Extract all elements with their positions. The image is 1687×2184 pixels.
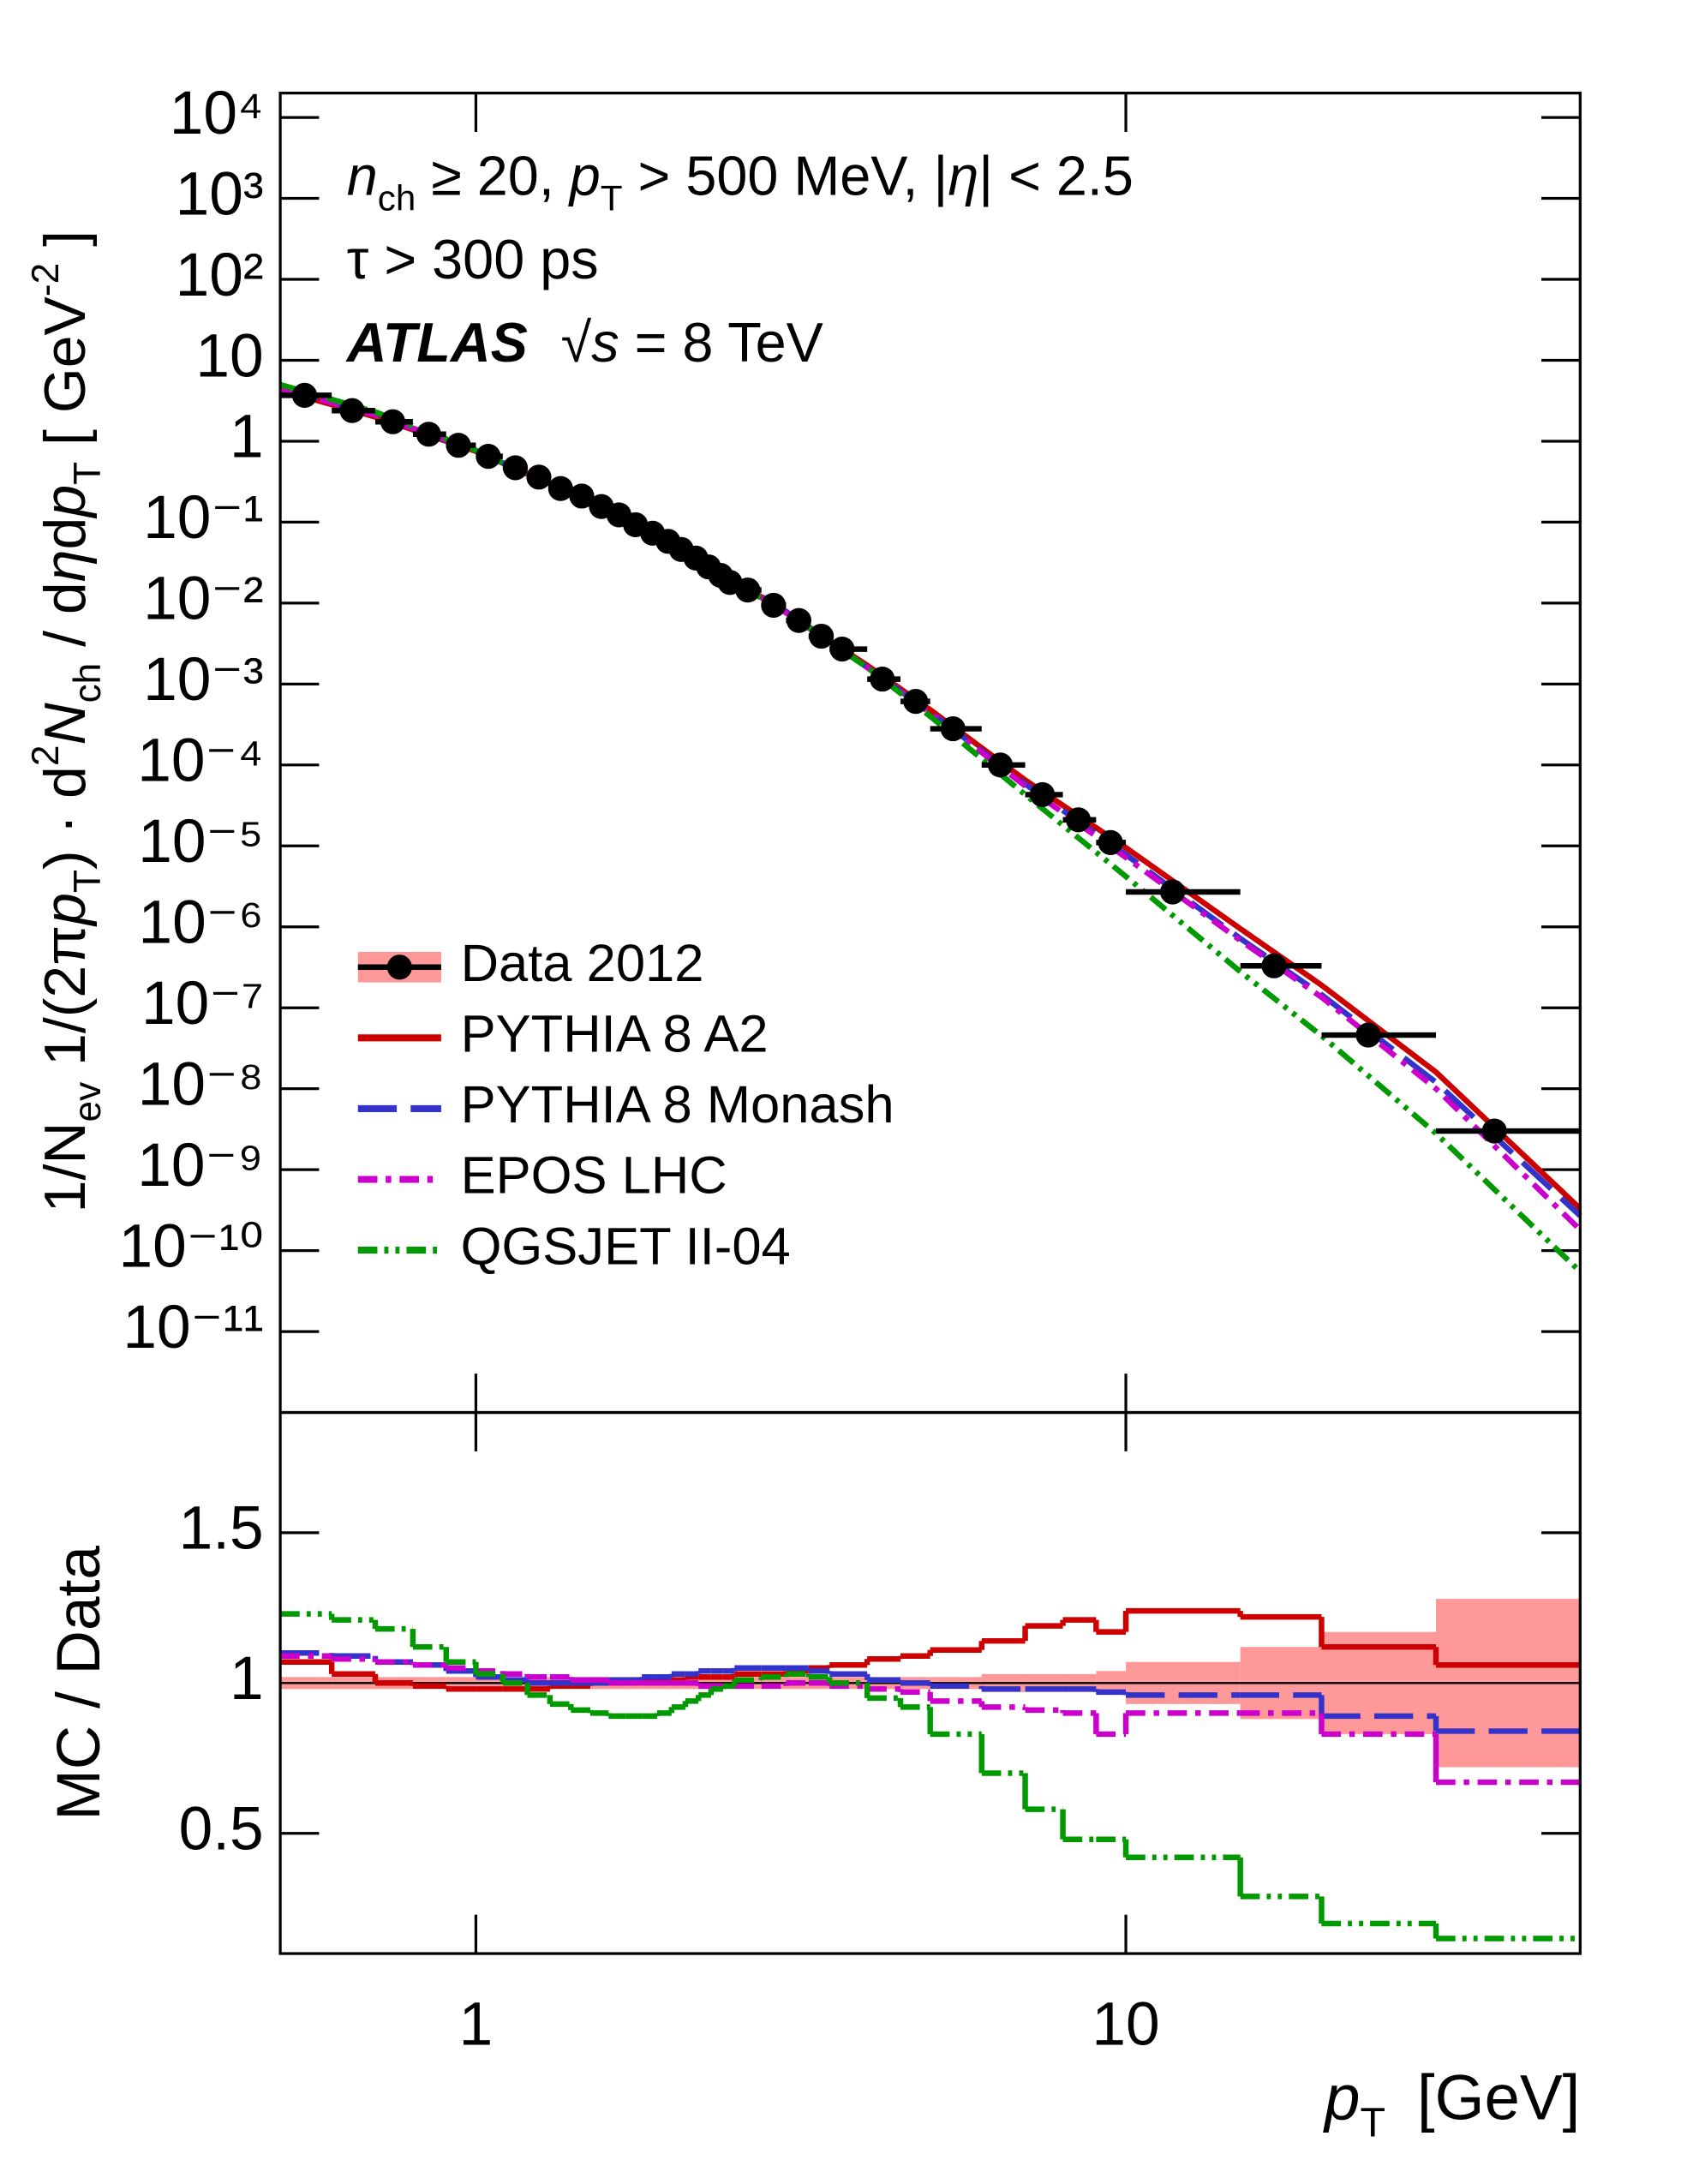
y-label-part: η <box>33 549 98 582</box>
y-label-part: 1/(2π <box>33 925 98 1082</box>
y-tick-label: 10⁻⁸ <box>138 1050 264 1118</box>
ratio-histogram <box>280 1607 1581 1692</box>
data-point <box>380 409 406 434</box>
y-label-part: N <box>33 703 98 745</box>
y-label-part: [ GeV <box>33 296 98 461</box>
y-label-part: ) · d <box>33 766 98 870</box>
annotation-part: = 8 TeV <box>619 311 823 374</box>
y-tick-label: 10⁻¹⁰ <box>119 1212 264 1280</box>
data-point <box>735 577 761 603</box>
y-tick-label: 10⁻⁹ <box>137 1132 263 1200</box>
y-tick-label: 10⁻⁶ <box>139 889 264 957</box>
y-tick-label: 10⁻⁴ <box>137 727 263 795</box>
y-label-part: ch <box>67 663 109 703</box>
model-curve <box>279 381 1582 1274</box>
data-point <box>870 667 895 692</box>
annotation-part: ≥ 20, <box>416 145 570 207</box>
annotation-part: n <box>347 145 378 207</box>
data-point <box>526 464 552 490</box>
annotation-part: τ > 300 ps <box>347 228 599 290</box>
bottom-frame <box>278 1410 1582 1955</box>
x-tick-label: 10 <box>1092 1990 1159 2058</box>
annotation-part: s <box>591 311 619 374</box>
ratio-histogram <box>280 1653 1581 1786</box>
data-point <box>502 455 529 481</box>
y-label-part: d <box>33 518 98 550</box>
y-tick-label: 0.5 <box>179 1796 264 1864</box>
y-label-part: T <box>67 462 109 485</box>
data-point <box>786 607 812 633</box>
data-point <box>547 476 573 501</box>
y-label-part: / d <box>33 582 98 662</box>
annotation-part: > 500 MeV, | <box>623 145 948 207</box>
data-point <box>809 623 835 649</box>
annotation-part: ATLAS <box>345 311 528 374</box>
data-point <box>446 433 471 458</box>
data-point <box>1481 1118 1507 1144</box>
y-axis-label: MC / Data <box>45 1546 113 1821</box>
y-tick-label: 10⁻¹ <box>143 484 264 552</box>
data-point <box>476 444 501 470</box>
data-point <box>1355 1022 1381 1048</box>
data-point <box>987 752 1014 778</box>
x-label-part: T <box>1360 2099 1385 2145</box>
y-tick-label: 1.5 <box>179 1495 264 1563</box>
y-axis-label: 1/Nev 1/(2πpT) · d2Nch / dηdpT [ GeV-2 ] <box>25 230 109 1212</box>
legend-label: PYTHIA 8 Monash <box>461 1075 894 1134</box>
x-axis-label: pT [GeV] <box>1323 2061 1580 2145</box>
y-tick-label: 10⁴ <box>170 80 264 147</box>
data-point <box>416 422 441 447</box>
annotation-part: η <box>948 145 978 207</box>
y-label-part: 1/N <box>33 1122 98 1213</box>
annotation: nch ≥ 20, pT > 500 MeV, |η| < 2.5 <box>347 145 1134 218</box>
y-label-part: ev <box>67 1082 109 1122</box>
data-point <box>829 637 855 662</box>
y-tick-label: 1 <box>230 1645 264 1713</box>
y-tick-label: 1 <box>230 404 264 471</box>
y-label-part: 2 <box>25 745 67 767</box>
annotation-part: | < 2.5 <box>978 145 1134 207</box>
legend-label: Data 2012 <box>461 934 704 993</box>
y-label-part: p <box>33 485 98 519</box>
y-tick-label: 10³ <box>176 160 264 228</box>
y-tick-label: 10⁻¹¹ <box>123 1294 263 1361</box>
data-point <box>1066 807 1092 833</box>
legend-marker <box>386 954 412 980</box>
data-point <box>569 483 595 509</box>
annotation-part: p <box>568 145 601 207</box>
data-point <box>1030 781 1056 808</box>
data-point <box>940 715 966 742</box>
y-tick-label: 10² <box>176 242 264 309</box>
y-tick-label: 10⁻³ <box>143 646 264 714</box>
y-tick-label: 10⁻⁷ <box>141 970 264 1038</box>
legend-label: QGSJET II-04 <box>461 1217 791 1276</box>
x-tick-label: 1 <box>459 1990 494 2058</box>
data-point <box>761 592 787 618</box>
y-label-part: p <box>33 893 98 927</box>
data-point <box>1098 829 1123 855</box>
annotation-part: √ <box>561 311 592 374</box>
x-label-part: [GeV] <box>1399 2061 1580 2133</box>
annotation: τ > 300 ps <box>347 228 599 290</box>
y-label-part: ] <box>33 230 98 263</box>
y-label-part: -2 <box>25 263 67 296</box>
annotation: ATLAS √s = 8 TeV <box>345 311 823 374</box>
y-tick-label: 10⁻⁵ <box>138 808 263 876</box>
annotation-part: ch <box>378 177 416 218</box>
ratio-histogram <box>280 1611 1581 1942</box>
y-label-part: T <box>67 870 109 893</box>
legend-label: EPOS LHC <box>461 1146 727 1206</box>
data-point <box>291 382 318 408</box>
annotation-part: T <box>601 177 623 218</box>
data-point <box>903 689 929 715</box>
data-point <box>1261 953 1287 978</box>
y-tick-label: 10⁻² <box>143 565 264 633</box>
data-point <box>1160 879 1186 905</box>
data-point <box>339 398 365 423</box>
legend-label: PYTHIA 8 A2 <box>461 1005 769 1064</box>
y-tick-label: 10 <box>195 322 263 390</box>
plot-layer: 10⁴ 10³ 10² 10 1 10⁻¹ 10⁻² 10⁻³ 10⁻⁴ 10⁻⁵ 10⁻⁶ 10⁻⁷… <box>119 80 1582 2058</box>
x-label-part: p <box>1323 2061 1360 2133</box>
